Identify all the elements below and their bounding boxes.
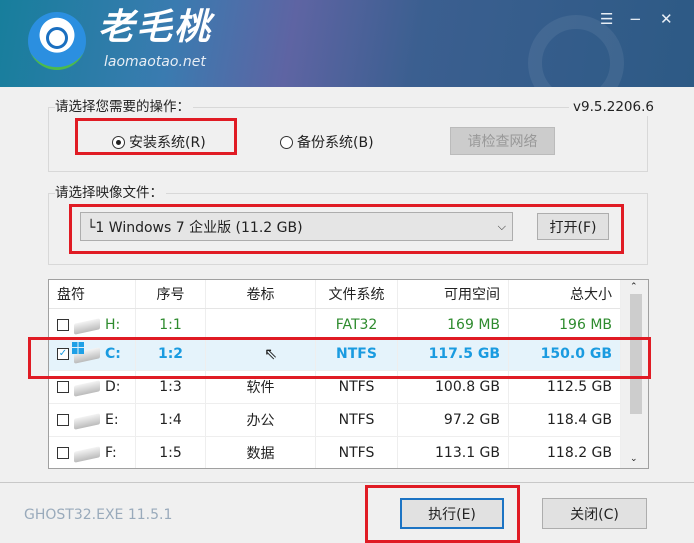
drive-icon <box>72 445 102 461</box>
drive-icon <box>72 412 102 428</box>
highlight-execute <box>365 485 520 543</box>
total-cell: 118.2 GB <box>547 445 612 461</box>
header-fs[interactable]: 文件系统 <box>316 280 398 308</box>
clock-icon <box>46 27 68 49</box>
drive-cell: E: <box>49 404 136 436</box>
footer-divider <box>0 482 694 483</box>
total-cell: 196 MB <box>559 317 612 333</box>
label-cell: 办公 <box>206 404 316 436</box>
drive-cell: F: <box>49 437 136 468</box>
table-row[interactable]: D: 1:3 软件 NTFS 100.8 GB 112.5 GB <box>49 371 620 404</box>
mouse-cursor-icon: ⇖ <box>264 344 278 363</box>
radio-unchecked-icon <box>280 136 293 149</box>
install-label: 安装系统(R) <box>129 135 206 151</box>
brand-domain: laomaotao.net <box>104 54 206 70</box>
free-cell: 100.8 GB <box>398 371 509 403</box>
close-icon[interactable]: ✕ <box>660 10 673 28</box>
drive-letter: D: <box>105 379 121 395</box>
label-cell: 软件 <box>206 371 316 403</box>
header-label[interactable]: 卷标 <box>206 280 316 308</box>
header-drive[interactable]: 盘符 <box>49 280 136 308</box>
minimize-icon[interactable]: − <box>629 10 642 28</box>
row-checkbox[interactable]: ✓ <box>57 348 69 360</box>
version-label: v9.5.2206.6 <box>569 99 658 116</box>
scrollbar-thumb[interactable] <box>630 294 642 414</box>
row-checkbox[interactable] <box>57 447 69 459</box>
image-select[interactable]: └1 Windows 7 企业版 (11.2 GB) ⌵ <box>80 212 513 241</box>
free-cell: 169 MB <box>398 309 509 341</box>
table-row[interactable]: ✓ C: 1:2 NTFS 117.5 GB 150.0 GB <box>49 338 620 371</box>
chevron-down-icon: ⌵ <box>497 219 506 233</box>
drive-letter: C: <box>105 346 121 362</box>
total-cell: 150.0 GB <box>540 346 612 362</box>
image-selected-value: └1 Windows 7 企业版 (11.2 GB) <box>87 219 303 236</box>
index-cell: 1:3 <box>136 371 206 403</box>
drive-icon <box>72 379 102 395</box>
total-cell: 118.4 GB <box>547 412 612 428</box>
drive-letter: H: <box>105 317 121 333</box>
check-network-button: 请检查网络 <box>450 127 555 155</box>
drive-cell: ✓ C: <box>49 338 136 370</box>
scroll-down-icon[interactable]: ⌄ <box>630 454 638 464</box>
partition-table: 盘符 序号 卷标 文件系统 可用空间 总大小 H: 1:1 FAT32 169 … <box>48 279 649 469</box>
operation-label: 请选择您需要的操作： <box>55 99 193 116</box>
table-row[interactable]: E: 1:4 办公 NTFS 97.2 GB 118.4 GB <box>49 404 620 437</box>
scroll-up-icon[interactable]: ⌃ <box>630 282 638 292</box>
highlight-install <box>75 118 237 155</box>
label-cell <box>206 309 316 341</box>
install-radio[interactable]: 安装系统(R) <box>112 132 206 152</box>
header-total[interactable]: 总大小 <box>570 287 612 303</box>
index-cell: 1:5 <box>136 437 206 468</box>
index-cell: 1:2 <box>136 338 206 370</box>
image-group <box>48 193 648 265</box>
scrollbar[interactable]: ⌃ ⌄ <box>620 280 648 468</box>
header-index[interactable]: 序号 <box>136 280 206 308</box>
operation-group <box>48 107 648 172</box>
row-checkbox[interactable] <box>57 414 69 426</box>
table-header: 盘符 序号 卷标 文件系统 可用空间 总大小 <box>49 280 620 309</box>
drive-icon <box>72 317 102 333</box>
total-cell: 112.5 GB <box>547 379 612 395</box>
image-label: 请选择映像文件： <box>55 185 166 202</box>
free-cell: 113.1 GB <box>398 437 509 468</box>
ghost-version: GHOST32.EXE 11.5.1 <box>24 507 173 523</box>
menu-icon[interactable]: ☰ <box>600 10 614 28</box>
free-cell: 97.2 GB <box>398 404 509 436</box>
header-banner: 老毛桃 laomaotao.net ☰ − ✕ <box>0 0 694 87</box>
backup-radio[interactable]: 备份系统(B) <box>280 132 374 152</box>
row-checkbox[interactable] <box>57 381 69 393</box>
label-cell: 数据 <box>206 437 316 468</box>
execute-button[interactable]: 执行(E) <box>400 498 504 529</box>
drive-cell: D: <box>49 371 136 403</box>
fs-cell: NTFS <box>316 371 398 403</box>
fs-cell: FAT32 <box>316 309 398 341</box>
highlight-image <box>69 204 624 254</box>
fs-cell: NTFS <box>316 437 398 468</box>
open-button[interactable]: 打开(F) <box>537 213 609 240</box>
drive-cell: H: <box>49 309 136 341</box>
close-button[interactable]: 关闭(C) <box>542 498 647 529</box>
system-drive-icon <box>72 342 102 362</box>
row-checkbox[interactable] <box>57 319 69 331</box>
index-cell: 1:4 <box>136 404 206 436</box>
table-row[interactable]: F: 1:5 数据 NTFS 113.1 GB 118.2 GB <box>49 437 620 468</box>
highlight-c-drive <box>28 337 651 379</box>
backup-label: 备份系统(B) <box>297 135 374 151</box>
index-cell: 1:1 <box>136 309 206 341</box>
free-cell: 117.5 GB <box>398 338 509 370</box>
brand-name: 老毛桃 <box>98 6 213 48</box>
fs-cell: NTFS <box>316 404 398 436</box>
drive-letter: E: <box>105 412 119 428</box>
windows-icon <box>72 342 84 354</box>
label-cell <box>206 338 316 370</box>
header-free[interactable]: 可用空间 <box>398 280 509 308</box>
drive-letter: F: <box>105 445 117 461</box>
radio-checked-icon <box>112 136 125 149</box>
fs-cell: NTFS <box>316 338 398 370</box>
